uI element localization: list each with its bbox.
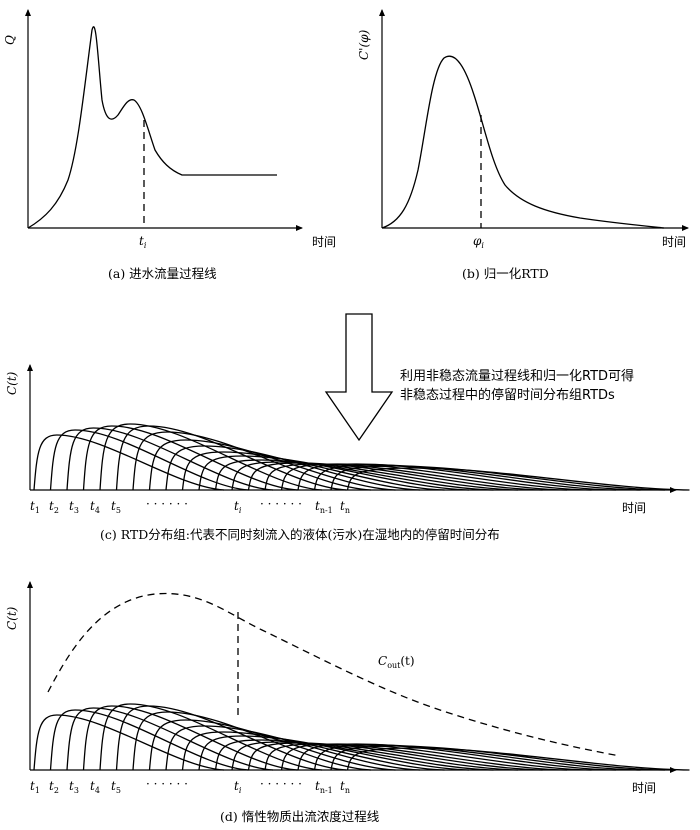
rtd-curve: [132, 711, 372, 771]
time-tick-label: t1: [30, 499, 40, 515]
time-tick-label: t2: [49, 499, 59, 515]
rtd-curve: [181, 731, 445, 771]
time-tick-label: tn-1: [315, 499, 333, 515]
rtd-curve: [33, 434, 225, 491]
time-tick-label: t4: [90, 499, 100, 515]
panel-c: C(t) 时间 t1 t2 t3 t4 t5 ti tn-1 tn · · · · · · · ·…: [5, 364, 690, 542]
rtd-curve: [33, 714, 225, 771]
rtd-curve: [346, 467, 690, 491]
cout-curve: [47, 592, 621, 757]
time-tick-label: tn-1: [315, 779, 333, 795]
panel-c-caption: (c) RTD分布组:代表不同时刻流入的液体(污水)在湿地内的停留时间分布: [100, 527, 500, 542]
rtd-family-c: [33, 423, 690, 491]
rtd-curve: [198, 735, 470, 771]
time-ticks-c: t1 t2 t3 t4 t5 ti tn-1 tn · · · · · · · · · · · ·: [30, 497, 350, 515]
panel-b-caption: (b) 归一化RTD: [462, 266, 549, 281]
panel-d-xlabel: 时间: [632, 781, 656, 795]
panel-c-ylabel: C(t): [5, 371, 19, 395]
rtd-curve: [198, 455, 470, 491]
rtd-curve: [115, 705, 347, 771]
panel-d-caption: (d) 惰性物质出流浓度过程线: [220, 809, 380, 824]
cout-label: Cout(t): [378, 654, 415, 670]
rtd-curve: [49, 429, 249, 491]
ellipsis-dots: · · · · · ·: [146, 497, 188, 511]
ellipsis-dots: · · · · · ·: [146, 777, 188, 791]
rtd-curve: [181, 451, 445, 491]
panel-a-ylabel: Q: [3, 35, 17, 45]
time-tick-label: t4: [90, 779, 100, 795]
rtd-curve: [148, 439, 396, 491]
down-arrow-icon: [324, 313, 394, 442]
panel-a-ti-label: ti: [139, 234, 147, 250]
panel-b-xlabel: 时间: [662, 235, 686, 249]
rtd-family-d: [33, 703, 690, 771]
panel-c-xlabel: 时间: [622, 501, 646, 515]
panel-b: C'(φ) 时间 φi (b) 归一化RTD: [357, 9, 689, 281]
rtd-curve: [49, 709, 249, 771]
time-tick-label: t2: [49, 779, 59, 795]
rtd-curve: [165, 725, 421, 771]
rtd-curve: [82, 705, 298, 771]
panel-d: C(t) 时间 Cout(t) t1 t2 t3 t4 t5 ti tn-1 tn · · · …: [5, 581, 690, 824]
ellipsis-dots: · · · · · ·: [260, 777, 302, 791]
rtd-curve: [165, 445, 421, 491]
time-tick-label: t1: [30, 779, 40, 795]
rtd-curve: [330, 745, 666, 771]
panel-b-phi-label: φi: [473, 234, 484, 250]
arrow-note-line1: 利用非稳态流量过程线和归一化RTD可得: [400, 368, 634, 384]
time-tick-label: tn: [340, 499, 350, 515]
rtd-curve: [66, 707, 274, 771]
rtd-curve: [115, 425, 347, 491]
arrow-note-line2: 非稳态过程中的停留时间分布组RTDs: [400, 387, 615, 403]
rtd-curve: [66, 427, 274, 491]
rtd-curve: [148, 719, 396, 771]
time-tick-label: t5: [111, 499, 121, 515]
rtd-curve: [132, 431, 372, 491]
ellipsis-dots: · · · · · ·: [260, 497, 302, 511]
panel-a-caption: (a) 进水流量过程线: [108, 266, 217, 281]
panel-a-xlabel: 时间: [312, 235, 336, 249]
transform-arrow: 利用非稳态流量过程线和归一化RTD可得 非稳态过程中的停留时间分布组RTDs: [324, 313, 634, 442]
rtd-curve: [82, 425, 298, 491]
time-tick-label: t3: [69, 499, 79, 515]
panel-d-ylabel: C(t): [5, 606, 19, 630]
inflow-curve: [27, 26, 277, 229]
rtd-curve: [330, 465, 666, 491]
panel-b-ylabel: C'(φ): [357, 29, 371, 60]
time-tick-label: ti: [234, 779, 242, 795]
rtd-curve: [346, 747, 690, 771]
time-tick-label: t3: [69, 779, 79, 795]
time-ticks-d: t1 t2 t3 t4 t5 ti tn-1 tn · · · · · · · · · · · ·: [30, 777, 350, 795]
time-tick-label: tn: [340, 779, 350, 795]
time-tick-label: t5: [111, 779, 121, 795]
time-tick-label: ti: [234, 499, 242, 515]
normalized-rtd-curve: [381, 55, 665, 229]
panel-a: Q 时间 ti (a) 进水流量过程线: [3, 9, 336, 281]
